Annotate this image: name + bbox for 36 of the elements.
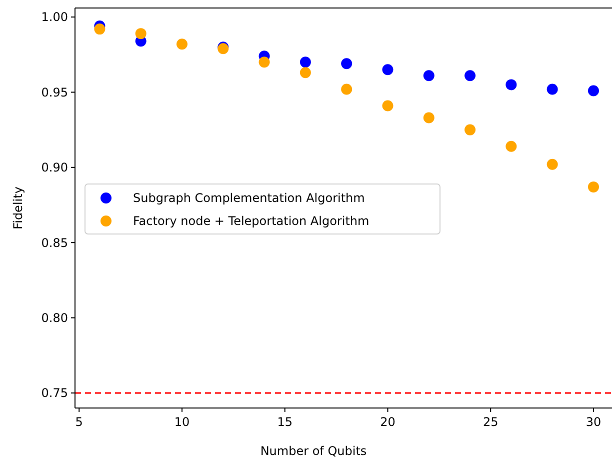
point xyxy=(258,56,270,68)
point xyxy=(506,79,517,90)
point xyxy=(423,112,434,124)
point xyxy=(506,140,517,152)
x-tick-label: 20 xyxy=(380,415,396,429)
y-tick-label: 0.90 xyxy=(41,160,68,175)
point xyxy=(588,85,599,96)
x-tick-label: 5 xyxy=(75,415,83,429)
point xyxy=(300,56,311,68)
y-tick-label: 0.75 xyxy=(41,386,68,400)
point xyxy=(135,28,146,40)
x-tick-label: 15 xyxy=(277,415,293,429)
point xyxy=(546,158,558,170)
point xyxy=(300,67,311,78)
point xyxy=(341,58,352,70)
point xyxy=(464,124,476,136)
y-tick-label: 0.80 xyxy=(41,310,68,325)
y-tick-label: 0.85 xyxy=(41,236,68,250)
point xyxy=(382,100,394,112)
legend-label: Factory node + Teleportation Algorithm xyxy=(133,214,370,228)
y-tick-label: 1.00 xyxy=(41,10,68,24)
x-tick-label: 25 xyxy=(482,415,498,429)
point xyxy=(176,38,188,50)
x-tick-label: 10 xyxy=(174,415,190,429)
point xyxy=(341,84,352,95)
y-tick-label: 0.95 xyxy=(41,85,68,100)
point xyxy=(546,84,558,95)
point xyxy=(464,70,476,82)
y-axis-title: Fidelity xyxy=(11,186,25,230)
point xyxy=(94,24,106,35)
point xyxy=(588,181,599,192)
point xyxy=(423,70,434,82)
point xyxy=(382,64,394,76)
legend-label: Subgraph Complementation Algorithm xyxy=(133,191,365,205)
x-tick-label: 30 xyxy=(586,415,602,429)
x-axis-title: Number of Qubits xyxy=(260,444,367,458)
